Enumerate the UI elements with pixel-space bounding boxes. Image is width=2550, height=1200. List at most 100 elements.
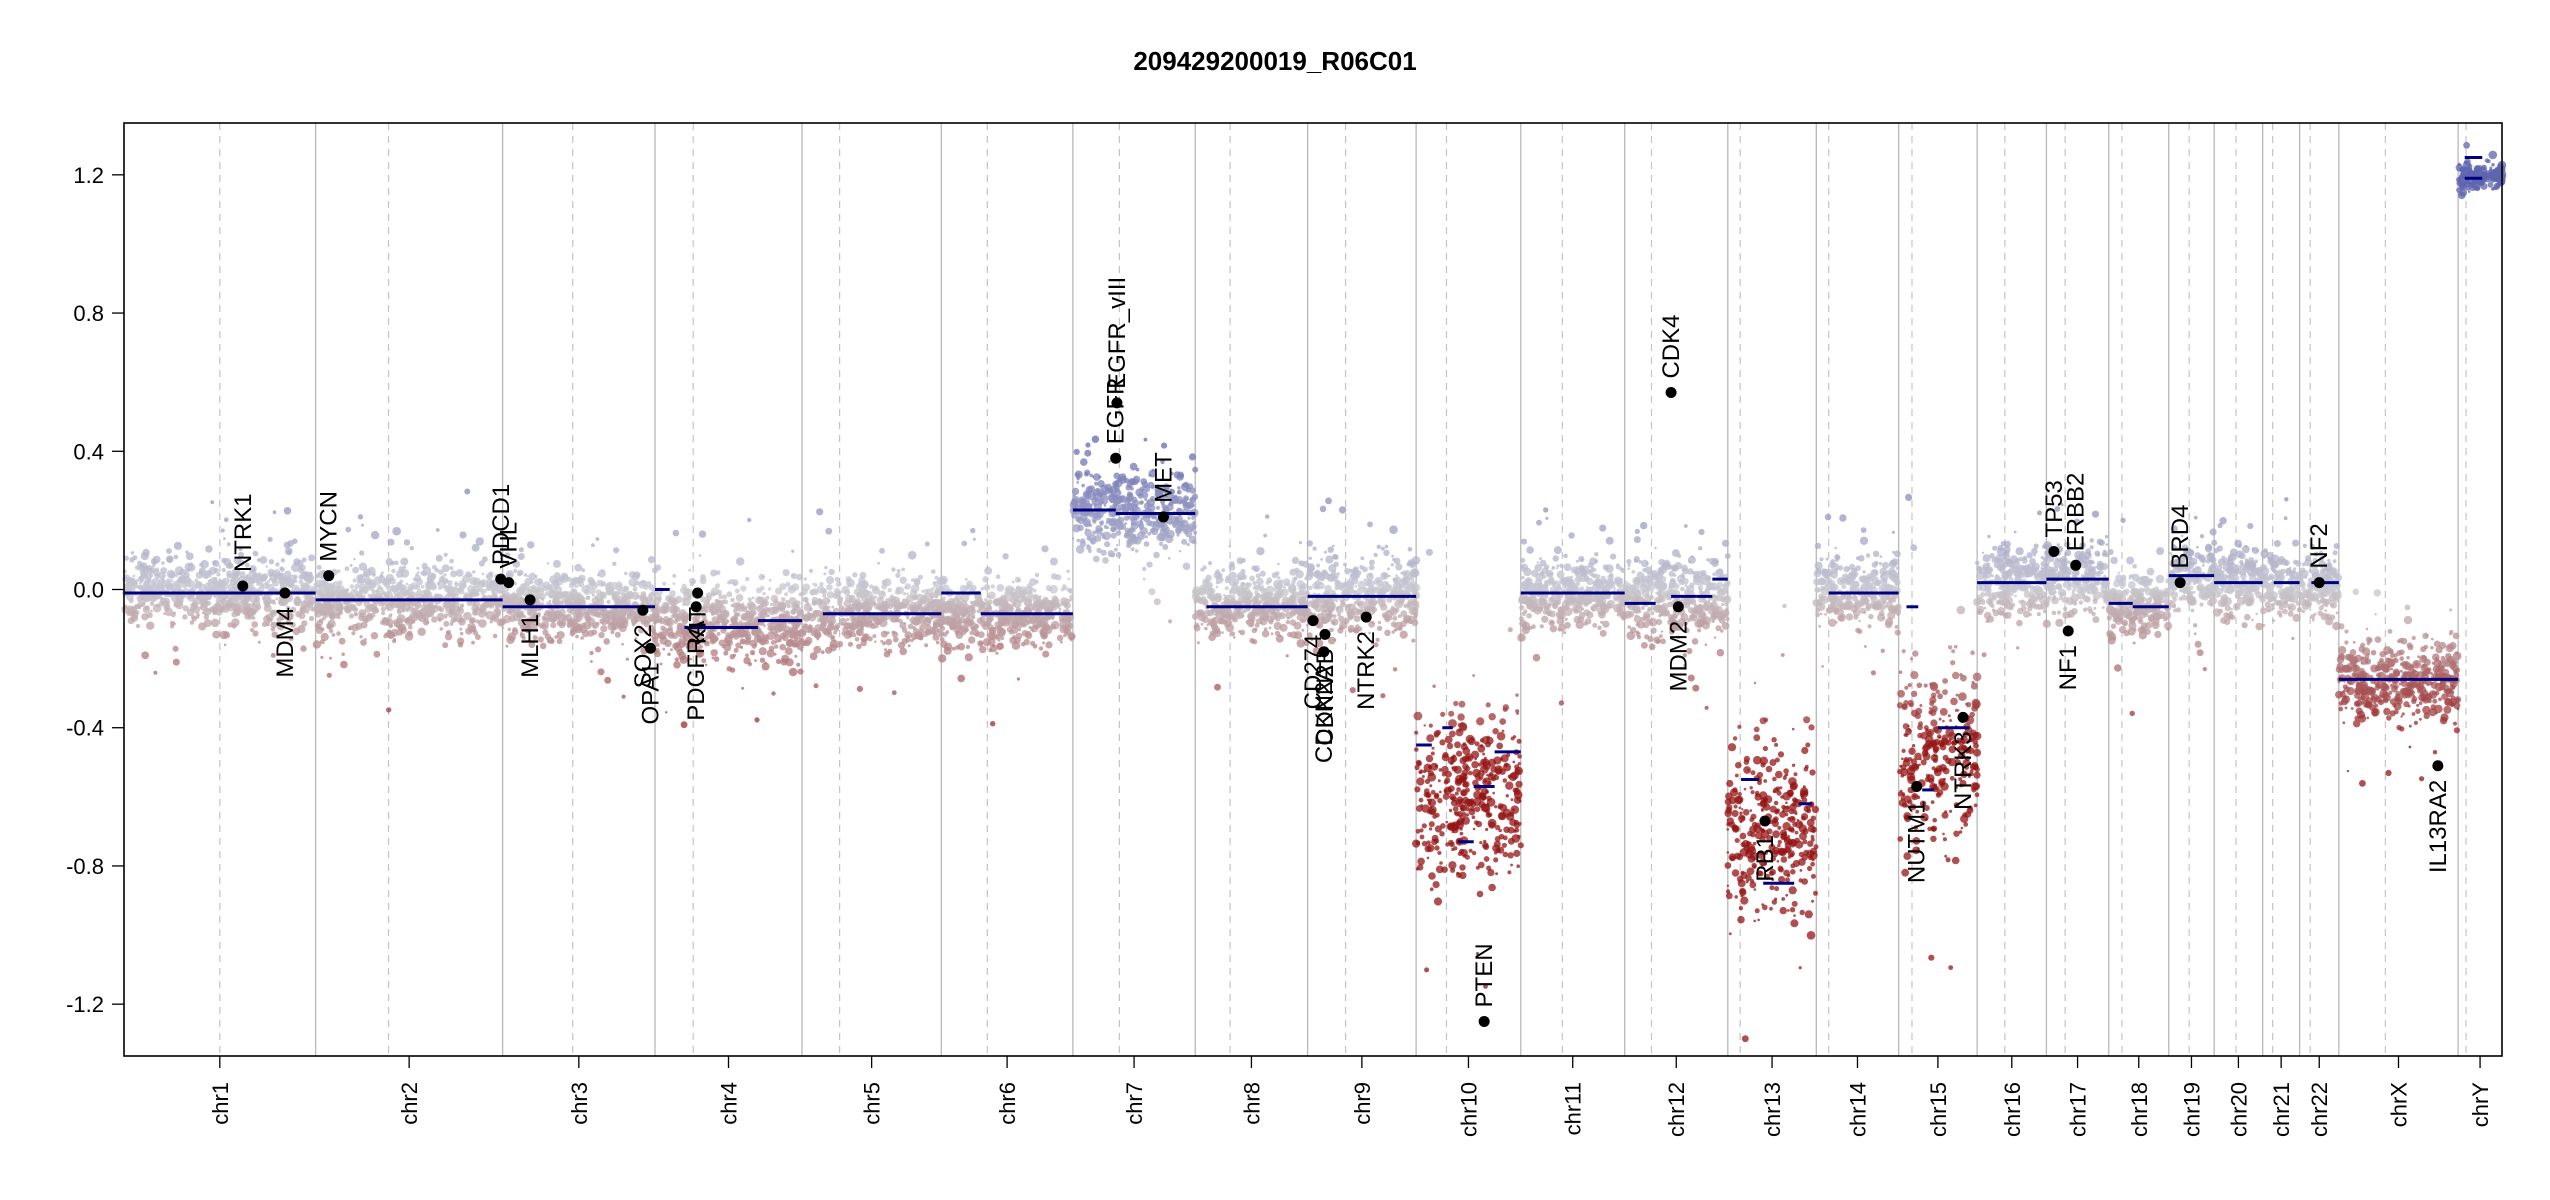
probe-point — [1136, 520, 1144, 527]
probe-point — [1177, 491, 1181, 495]
probe-point — [896, 569, 901, 573]
probe-points — [121, 141, 2507, 1043]
probe-point — [1409, 571, 1416, 579]
probe-point — [898, 618, 903, 624]
probe-point — [1153, 598, 1161, 606]
probe-point — [1331, 620, 1336, 625]
probe-point — [134, 605, 138, 609]
probe-point — [1327, 613, 1332, 618]
probe-point — [1008, 629, 1014, 635]
probe-point — [1023, 638, 1030, 646]
probe-point — [1058, 608, 1062, 611]
probe-point — [193, 596, 203, 605]
probe-point — [252, 630, 259, 637]
probe-point — [199, 562, 204, 567]
probe-point — [796, 662, 801, 667]
probe-point — [443, 573, 447, 577]
probe-point — [443, 585, 448, 589]
probe-point — [622, 585, 629, 593]
probe-point — [1215, 581, 1220, 585]
probe-point — [1182, 562, 1191, 571]
probe-point — [1141, 489, 1145, 493]
probe-point — [259, 556, 268, 564]
probe-point — [567, 621, 574, 628]
probe-point — [788, 667, 798, 677]
probe-point — [505, 644, 509, 648]
probe-point — [602, 614, 611, 623]
probe-point — [359, 635, 363, 639]
probe-point — [1353, 615, 1361, 623]
probe-point — [1338, 506, 1347, 514]
probe-point — [204, 612, 207, 615]
probe-point — [918, 628, 923, 634]
probe-point — [754, 642, 758, 647]
probe-point — [841, 622, 845, 626]
probe-point — [1178, 550, 1182, 553]
probe-point — [719, 609, 722, 612]
probe-point — [988, 648, 993, 653]
probe-point — [671, 598, 679, 606]
probe-point — [1390, 605, 1395, 610]
probe-point — [123, 555, 129, 561]
probe-point — [1368, 564, 1375, 571]
probe-point — [537, 636, 544, 643]
probe-point — [150, 558, 158, 565]
probe-point — [1130, 547, 1135, 552]
probe-point — [185, 550, 189, 554]
probe-point — [1392, 557, 1396, 562]
probe-point — [926, 618, 932, 624]
probe-point — [370, 612, 376, 618]
probe-point — [601, 569, 605, 572]
probe-point — [1335, 579, 1341, 585]
probe-point — [588, 586, 592, 590]
probe-point — [1479, 841, 1483, 845]
probe-point — [1329, 627, 1334, 633]
probe-point — [1215, 610, 1224, 620]
probe-point — [716, 614, 723, 620]
probe-point — [551, 591, 555, 595]
probe-point — [417, 571, 420, 574]
probe-point — [1331, 544, 1335, 548]
probe-point — [1357, 600, 1366, 609]
probe-point — [835, 581, 842, 587]
probe-point — [1063, 633, 1067, 638]
probe-point — [634, 580, 640, 586]
probe-point — [997, 642, 1004, 650]
probe-point — [1239, 629, 1246, 636]
probe-point — [1102, 557, 1109, 564]
probe-point — [1395, 574, 1398, 577]
probe-point — [1210, 608, 1215, 613]
probe-point — [986, 585, 990, 588]
probe-point — [626, 612, 632, 619]
probe-point — [471, 543, 480, 552]
probe-point — [347, 626, 352, 631]
probe-point — [331, 633, 336, 637]
probe-point — [716, 631, 721, 636]
probe-point — [406, 630, 413, 637]
probe-point — [250, 627, 255, 633]
probe-point — [158, 601, 164, 607]
probe-point — [689, 577, 695, 584]
probe-point — [862, 589, 870, 597]
probe-point — [924, 643, 929, 648]
probe-point — [333, 589, 340, 595]
probe-point — [1129, 462, 1138, 471]
probe-point — [1405, 586, 1411, 593]
probe-point — [965, 644, 971, 650]
probe-point — [790, 629, 795, 634]
probe-point — [1162, 544, 1169, 550]
probe-point — [1146, 561, 1153, 568]
probe-point — [644, 630, 648, 635]
probe-point — [1160, 526, 1166, 532]
probe-point — [771, 606, 779, 615]
probe-point — [482, 556, 488, 563]
probe-point — [1042, 641, 1045, 645]
probe-point — [317, 582, 322, 587]
probe-point — [891, 596, 901, 606]
probe-point — [701, 613, 707, 620]
probe-point — [740, 645, 743, 649]
probe-point — [797, 668, 804, 675]
probe-point — [318, 618, 324, 623]
probe-point — [807, 628, 813, 633]
probe-point — [1335, 605, 1344, 614]
